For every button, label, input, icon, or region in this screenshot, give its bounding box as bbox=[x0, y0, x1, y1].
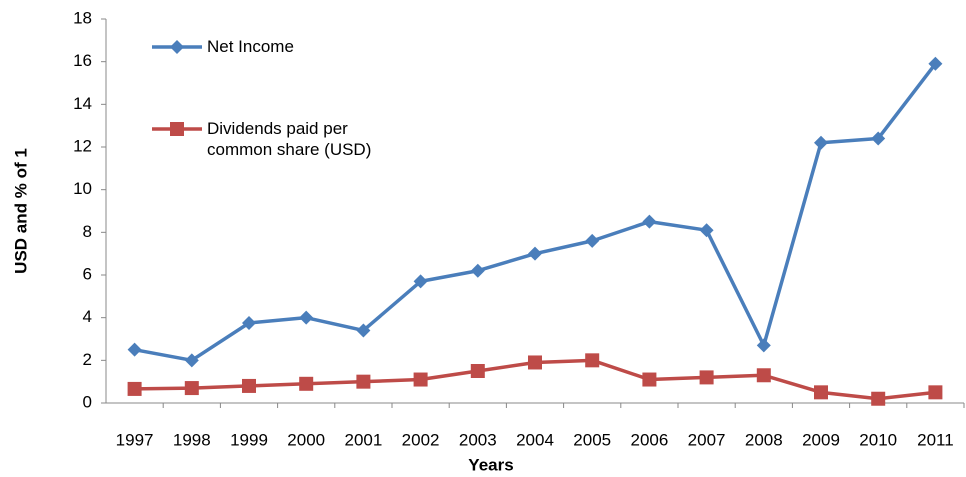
data-point bbox=[470, 263, 485, 278]
y-tick-label: 16 bbox=[73, 51, 92, 70]
data-point bbox=[242, 316, 256, 330]
data-point bbox=[413, 372, 428, 387]
data-point bbox=[699, 223, 714, 238]
y-tick-label: 4 bbox=[83, 307, 92, 326]
y-tick-label: 10 bbox=[73, 179, 92, 198]
data-point bbox=[528, 355, 542, 370]
data-point bbox=[299, 310, 314, 325]
x-tick-label: 2002 bbox=[402, 430, 440, 449]
x-tick-label: 2001 bbox=[344, 430, 382, 449]
legend-marker bbox=[170, 122, 184, 136]
data-point bbox=[470, 364, 485, 378]
data-point bbox=[242, 378, 256, 393]
series-line bbox=[134, 62, 937, 363]
x-tick-label: 2011 bbox=[917, 430, 954, 449]
x-tick-label: 2005 bbox=[573, 430, 611, 449]
data-point bbox=[528, 246, 542, 261]
legend-label: Net Income bbox=[207, 37, 294, 56]
data-point bbox=[814, 385, 828, 400]
x-axis-label: Years bbox=[468, 455, 513, 474]
data-point bbox=[184, 381, 199, 396]
x-tick-label: 2006 bbox=[630, 430, 668, 449]
y-tick-label: 8 bbox=[83, 222, 92, 241]
data-point bbox=[184, 353, 199, 368]
x-tick-label: 1999 bbox=[230, 430, 268, 449]
data-point bbox=[642, 372, 657, 387]
x-tick-label: 2007 bbox=[688, 430, 726, 449]
y-tick-label: 2 bbox=[83, 350, 92, 369]
data-point bbox=[127, 381, 142, 396]
data-point bbox=[928, 385, 943, 400]
y-tick-label: 14 bbox=[73, 94, 92, 113]
data-point bbox=[756, 368, 771, 383]
legend-label: Dividends paid per common share (USD) bbox=[207, 119, 372, 159]
data-point bbox=[756, 338, 771, 353]
y-tick-label: 12 bbox=[73, 136, 92, 155]
y-tick-label: 18 bbox=[73, 8, 92, 27]
data-point bbox=[928, 56, 943, 71]
data-point bbox=[356, 374, 371, 389]
data-point bbox=[585, 353, 600, 368]
data-point bbox=[871, 131, 886, 146]
x-tick-label: 2010 bbox=[859, 430, 897, 449]
x-tick-label: 2003 bbox=[459, 430, 497, 449]
x-tick-label: 2004 bbox=[516, 430, 554, 449]
data-point bbox=[413, 274, 428, 289]
legend-marker bbox=[170, 40, 184, 54]
data-point bbox=[299, 376, 314, 391]
data-point bbox=[127, 342, 142, 357]
x-tick-label: 2008 bbox=[745, 430, 783, 449]
data-point bbox=[699, 370, 714, 385]
x-tick-label: 1998 bbox=[173, 430, 211, 449]
y-tick-label: 0 bbox=[83, 392, 92, 411]
x-tick-label: 2000 bbox=[287, 430, 325, 449]
y-axis-label: USD and % of 1 bbox=[11, 148, 30, 274]
x-tick-label: 2009 bbox=[802, 430, 840, 449]
x-tick-label: 1997 bbox=[116, 430, 154, 449]
data-point bbox=[814, 135, 828, 150]
data-point bbox=[642, 214, 657, 229]
y-tick-label: 6 bbox=[83, 264, 92, 283]
data-point bbox=[585, 233, 600, 248]
data-point bbox=[871, 391, 886, 406]
data-point bbox=[356, 323, 371, 338]
